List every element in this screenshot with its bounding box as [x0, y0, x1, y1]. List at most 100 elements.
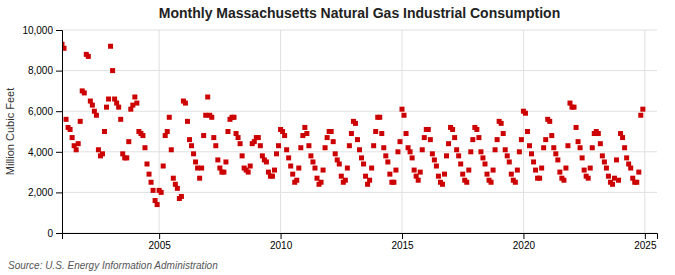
point — [418, 170, 423, 175]
point — [264, 159, 269, 164]
point — [404, 131, 409, 136]
point — [290, 172, 295, 177]
point — [270, 174, 275, 179]
point — [523, 111, 528, 116]
point — [582, 168, 587, 173]
x-tick-mark — [159, 233, 160, 239]
point — [167, 115, 172, 120]
y-tick: 6,000 — [28, 106, 62, 117]
point — [464, 180, 469, 185]
x-tick-mark — [281, 233, 282, 239]
point — [580, 155, 585, 160]
point — [563, 166, 568, 171]
x-tick-mark — [645, 233, 646, 239]
point — [134, 101, 139, 106]
point — [345, 166, 350, 171]
point — [106, 97, 111, 102]
point — [452, 135, 457, 140]
point — [82, 90, 87, 95]
point — [246, 170, 251, 175]
point — [298, 145, 303, 150]
point — [606, 174, 611, 179]
point — [304, 131, 309, 136]
point — [553, 151, 558, 156]
point — [223, 159, 228, 164]
point — [505, 153, 510, 158]
point — [574, 125, 579, 130]
x-tick-label: 2005 — [149, 240, 172, 251]
grid-line-x — [523, 30, 524, 233]
point — [74, 147, 79, 152]
point — [470, 137, 475, 142]
point — [622, 145, 627, 150]
chart: 2005201020152020202502,0004,0006,0008,00… — [0, 0, 675, 275]
plot-area: 2005201020152020202502,0004,0006,0008,00… — [22, 25, 657, 251]
point — [391, 180, 396, 185]
point — [294, 178, 299, 183]
point — [476, 135, 481, 140]
point — [90, 103, 95, 108]
points — [62, 42, 645, 207]
point — [454, 147, 459, 152]
point — [517, 149, 522, 154]
point — [539, 166, 544, 171]
point — [422, 135, 427, 140]
point — [142, 145, 147, 150]
point — [100, 151, 105, 156]
point — [468, 149, 473, 154]
y-tick-mark — [56, 192, 62, 193]
point — [557, 170, 562, 175]
point — [191, 151, 196, 156]
point — [225, 129, 230, 134]
point — [357, 147, 362, 152]
point — [110, 68, 115, 73]
point — [312, 166, 317, 171]
point — [361, 161, 366, 166]
point — [325, 135, 330, 140]
point — [104, 105, 109, 110]
y-tick-label: 8,000 — [28, 65, 53, 76]
point — [353, 121, 358, 126]
point — [412, 168, 417, 173]
x-axis: 20052010201520202025 — [63, 233, 658, 251]
point — [149, 180, 154, 185]
point — [602, 159, 607, 164]
y-tick-label: 10,000 — [22, 25, 53, 36]
y-tick: 8,000 — [28, 65, 62, 76]
point — [547, 119, 552, 124]
point — [272, 168, 277, 173]
x-tick: 2010 — [270, 233, 293, 251]
point — [118, 117, 123, 122]
point — [240, 153, 245, 158]
point — [185, 119, 190, 124]
point — [428, 137, 433, 142]
point — [426, 127, 431, 132]
point — [201, 133, 206, 138]
point — [480, 155, 485, 160]
point — [68, 127, 73, 132]
y-tick-label: 2,000 — [28, 187, 53, 198]
point — [485, 172, 490, 177]
point — [371, 143, 376, 148]
y-axis-line — [56, 31, 63, 234]
point — [555, 157, 560, 162]
point — [347, 143, 352, 148]
y-tick-mark — [56, 233, 62, 234]
point — [385, 159, 390, 164]
point — [636, 170, 641, 175]
point — [175, 186, 180, 191]
point — [306, 143, 311, 148]
point — [183, 101, 188, 106]
point — [440, 182, 445, 187]
point — [373, 129, 378, 134]
point — [238, 141, 243, 146]
point — [537, 176, 542, 181]
point — [145, 161, 150, 166]
point — [296, 166, 301, 171]
point — [213, 143, 218, 148]
point — [600, 153, 605, 158]
y-tick-mark — [56, 71, 62, 72]
point — [491, 168, 496, 173]
y-tick: 0 — [47, 228, 62, 239]
point — [321, 168, 326, 173]
